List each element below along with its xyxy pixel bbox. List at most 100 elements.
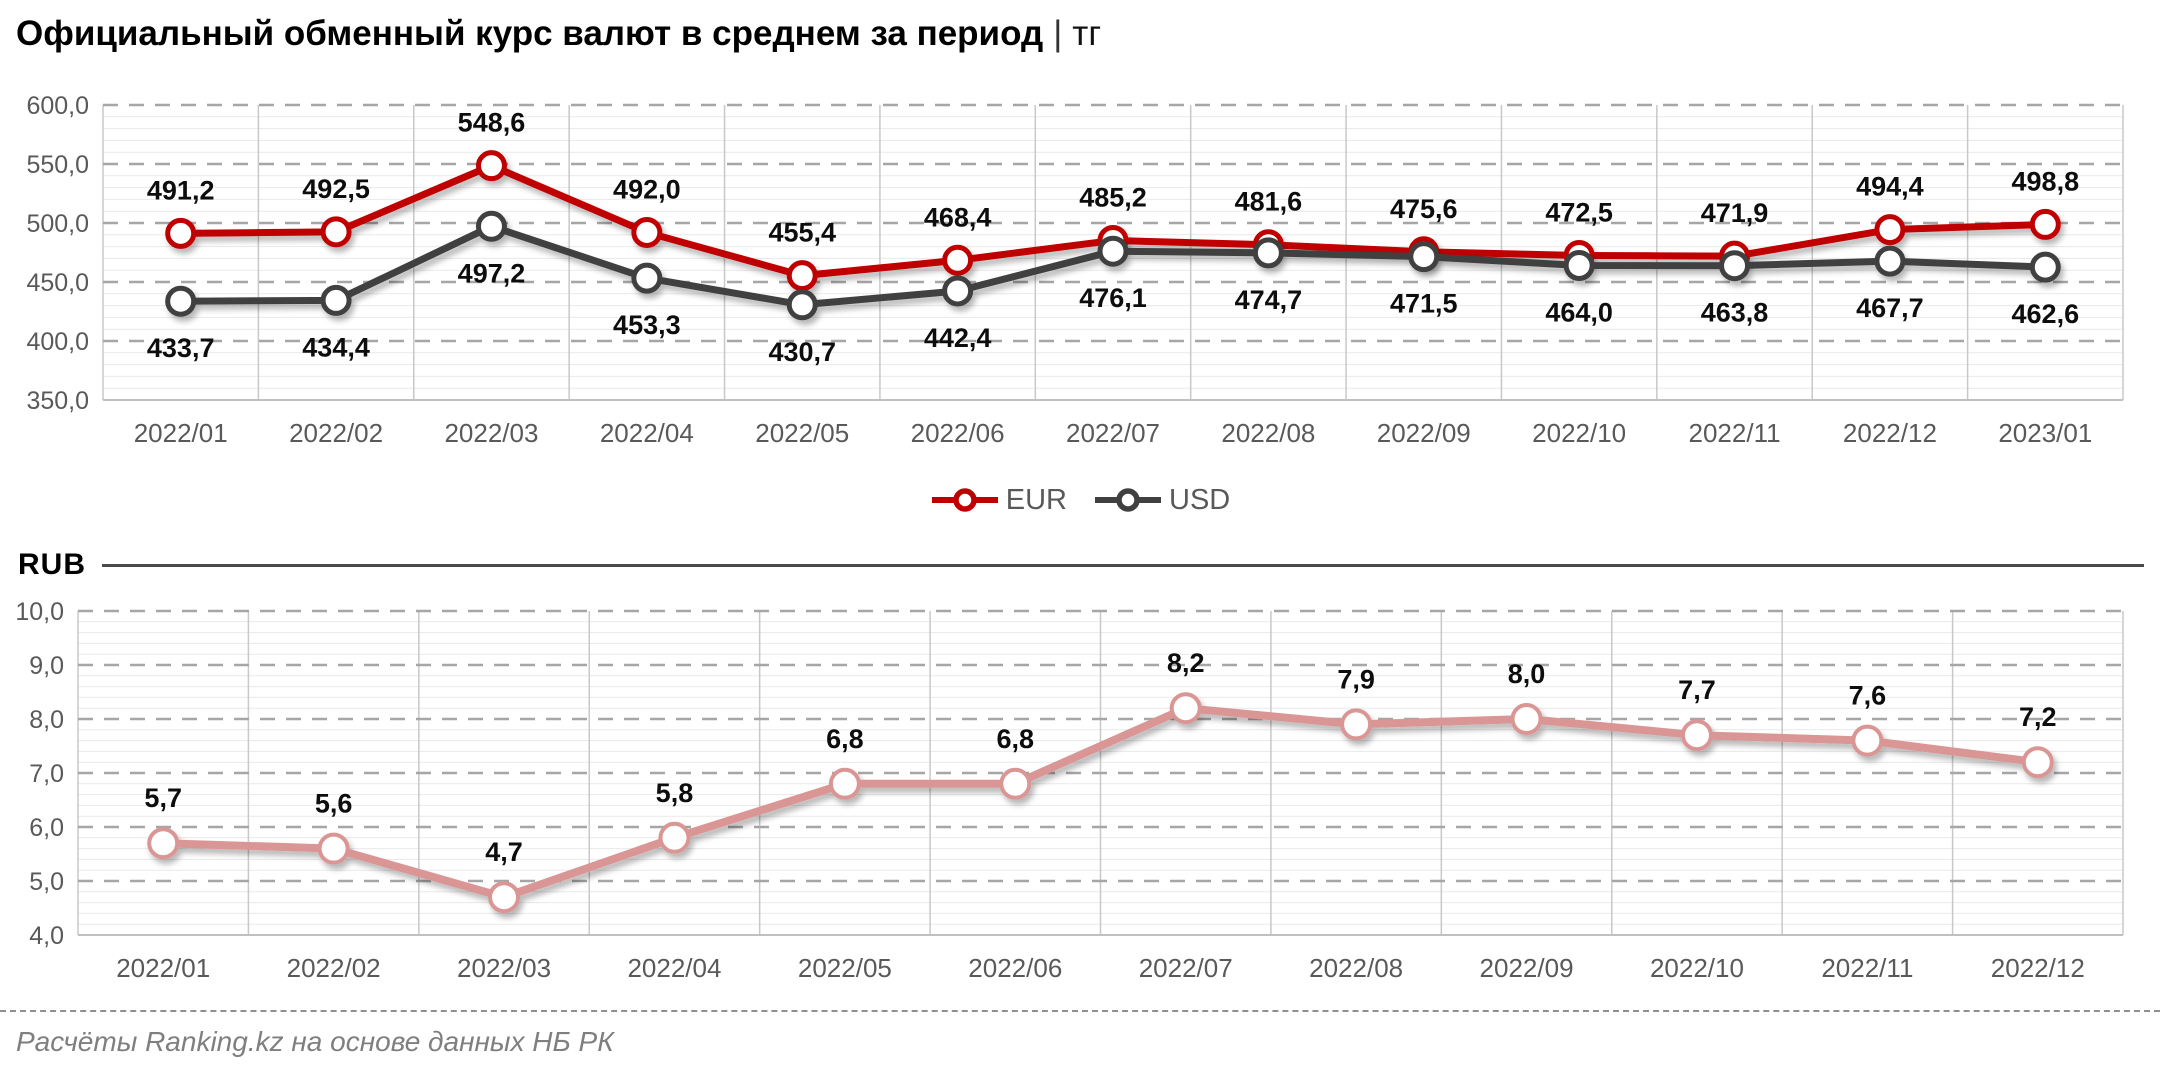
data-point-marker xyxy=(317,832,350,865)
legend-item-usd: USD xyxy=(1093,484,1230,517)
y-tick-label: 600,0 xyxy=(26,92,89,120)
page-title-text: Официальный обменный курс валют в средне… xyxy=(16,14,1044,53)
y-tick-label: 6,0 xyxy=(29,814,64,842)
data-label: 472,5 xyxy=(1545,197,1613,227)
x-tick-label: 2022/04 xyxy=(627,953,721,983)
data-label: 7,9 xyxy=(1337,664,1375,694)
x-tick-label: 2022/03 xyxy=(457,953,551,983)
data-point-marker xyxy=(1340,708,1373,741)
data-point-marker xyxy=(1169,692,1202,725)
data-point-marker xyxy=(147,827,180,860)
series-rub xyxy=(147,692,2054,914)
x-tick-label: 2022/06 xyxy=(911,418,1005,448)
data-point-marker xyxy=(2029,208,2061,240)
data-point-marker xyxy=(2021,746,2054,779)
footer-divider xyxy=(0,1010,2160,1012)
y-tick-label: 9,0 xyxy=(29,652,64,680)
y-tick-label: 500,0 xyxy=(26,210,89,238)
y-tick-label: 8,0 xyxy=(29,706,64,734)
data-label: 548,6 xyxy=(458,108,526,138)
x-tick-label: 2023/01 xyxy=(1998,418,2092,448)
data-label: 464,0 xyxy=(1545,297,1613,327)
y-tick-label: 350,0 xyxy=(26,387,89,415)
page-title-unit: тг xyxy=(1072,14,1102,53)
legend-ring xyxy=(1116,488,1140,512)
data-point-marker xyxy=(786,260,818,292)
data-label: 7,7 xyxy=(1678,675,1716,705)
data-label: 7,6 xyxy=(1849,681,1887,711)
data-point-marker xyxy=(165,285,197,317)
x-axis-tick-labels: 2022/01 2022/02 2022/03 2022/04 2022/05 2022/… xyxy=(116,953,2085,983)
data-point-marker xyxy=(320,216,352,248)
data-point-marker xyxy=(1408,241,1440,273)
legend-label: USD xyxy=(1169,483,1231,516)
data-label: 494,4 xyxy=(1856,172,1924,202)
data-point-marker xyxy=(631,262,663,294)
x-tick-label: 2022/09 xyxy=(1480,953,1574,983)
data-point-marker xyxy=(828,767,861,800)
page-title-separator: | xyxy=(1053,14,1063,53)
data-point-marker xyxy=(786,289,818,321)
data-point-marker xyxy=(475,150,507,182)
rub-section-header: RUB xyxy=(18,548,2144,582)
x-tick-label: 2022/10 xyxy=(1532,418,1626,448)
data-label: 475,6 xyxy=(1390,194,1458,224)
x-tick-label: 2022/07 xyxy=(1066,418,1160,448)
data-label: 8,2 xyxy=(1167,648,1205,678)
data-label: 8,0 xyxy=(1508,659,1546,689)
gridlines xyxy=(77,609,2124,936)
data-point-marker xyxy=(1851,724,1884,757)
data-label: 433,7 xyxy=(147,333,215,363)
data-label: 5,8 xyxy=(656,778,694,808)
data-label: 5,6 xyxy=(315,789,353,819)
data-point-marker xyxy=(2029,251,2061,283)
data-label: 471,9 xyxy=(1701,198,1769,228)
x-axis-tick-labels: 2022/01 2022/02 2022/03 2022/04 2022/05 2022/… xyxy=(134,418,2093,448)
data-point-marker xyxy=(1874,214,1906,246)
legend-ring xyxy=(953,488,977,512)
chart-legend: EUR USD xyxy=(0,480,2160,520)
data-label: 453,3 xyxy=(613,310,681,340)
data-label: 481,6 xyxy=(1235,187,1303,217)
series-usd xyxy=(165,210,2061,321)
data-point-marker xyxy=(1510,703,1543,735)
data-point-marker xyxy=(999,767,1032,800)
data-labels: 5,7 5,6 4,7 5,8 6,8 6,8 8,2 7,9 8,0 7,7 7,6 7,2 xyxy=(144,648,2056,867)
x-tick-label: 2022/04 xyxy=(600,418,694,448)
rub-section-label: RUB xyxy=(18,548,86,581)
data-point-marker xyxy=(631,216,663,248)
x-tick-label: 2022/08 xyxy=(1221,418,1315,448)
data-label: 476,1 xyxy=(1079,283,1147,313)
data-label: 468,4 xyxy=(924,202,992,232)
x-tick-label: 2022/12 xyxy=(1843,418,1937,448)
y-tick-label: 4,0 xyxy=(29,922,64,950)
data-point-marker xyxy=(165,217,197,249)
legend-label: EUR xyxy=(1005,483,1067,516)
data-label: 491,2 xyxy=(147,175,215,205)
x-tick-label: 2022/08 xyxy=(1309,953,1403,983)
data-label: 485,2 xyxy=(1079,182,1147,212)
x-tick-label: 2022/11 xyxy=(1821,953,1913,983)
y-tick-label: 450,0 xyxy=(26,269,89,297)
legend-item-eur: EUR xyxy=(930,484,1067,517)
y-axis-tick-labels: 4,0 5,0 6,0 7,0 8,0 9,0 10,0 xyxy=(15,598,64,950)
data-label: 498,8 xyxy=(2012,166,2080,196)
data-point-marker xyxy=(1097,235,1129,267)
data-point-marker xyxy=(1252,237,1284,269)
data-point-marker xyxy=(1680,719,1713,752)
x-tick-label: 2022/11 xyxy=(1689,418,1781,448)
x-tick-label: 2022/07 xyxy=(1139,953,1233,983)
legend-marker-icon xyxy=(1095,488,1161,512)
rub-section-divider-line xyxy=(102,563,2144,567)
data-point-marker xyxy=(320,284,352,316)
data-point-marker xyxy=(942,244,974,276)
data-label: 6,8 xyxy=(997,724,1035,754)
x-tick-label: 2022/03 xyxy=(444,418,538,448)
data-point-marker xyxy=(1563,249,1595,281)
data-label: 7,2 xyxy=(2019,702,2057,732)
x-tick-label: 2022/01 xyxy=(116,953,210,983)
data-label: 6,8 xyxy=(826,724,864,754)
page-title: Официальный обменный курс валют в средне… xyxy=(16,14,1101,54)
